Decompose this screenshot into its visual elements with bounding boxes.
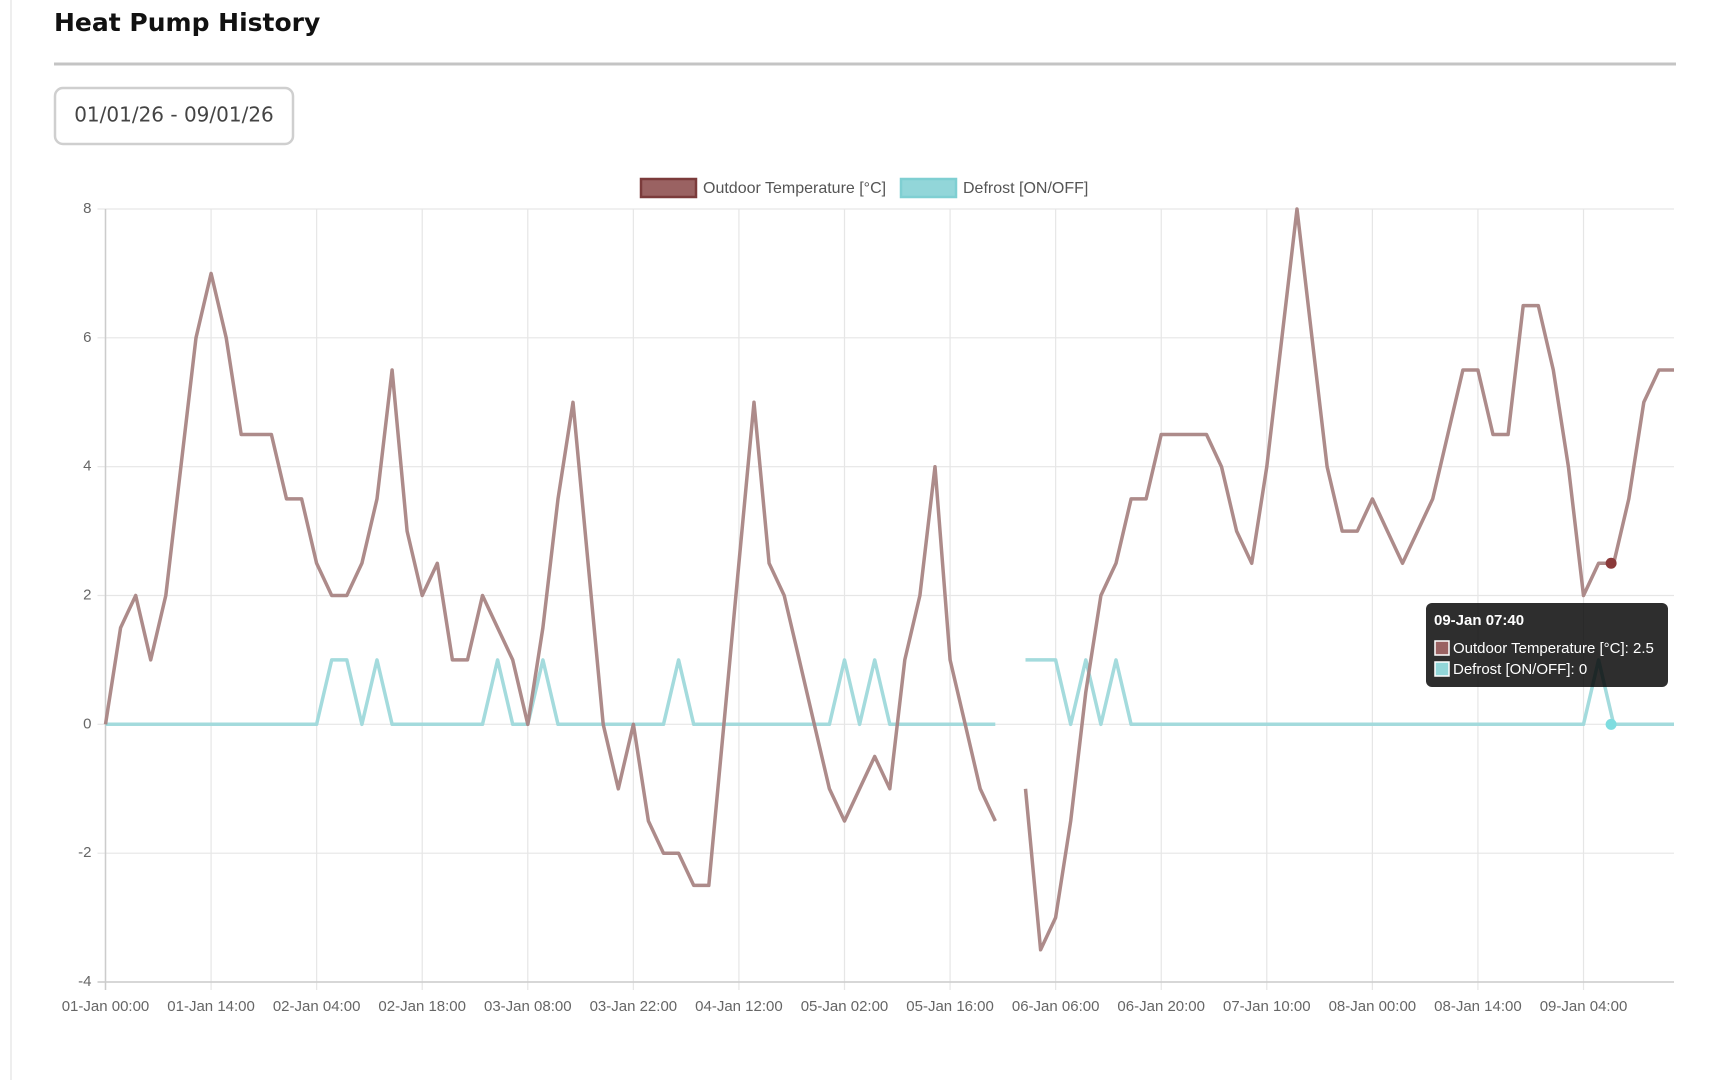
legend-label[interactable]: Outdoor Temperature [°C] <box>703 180 886 197</box>
x-tick-label: 03-Jan 22:00 <box>590 998 678 1015</box>
x-tick-label: 06-Jan 06:00 <box>1012 998 1100 1015</box>
y-tick-label: 4 <box>83 458 91 475</box>
date-range-input[interactable] <box>53 86 295 146</box>
y-tick-label: -2 <box>78 844 91 861</box>
chart: -4 -2 0 2 4 6 8 01-Jan 00:00 01-Jan 14:00 02-Jan … <box>62 177 1674 1015</box>
x-tick-label: 03-Jan 08:00 <box>484 998 572 1015</box>
y-tick-label: 0 <box>83 715 91 732</box>
series-line <box>105 658 1674 727</box>
tooltip-swatch <box>1434 640 1450 656</box>
x-tick-label: 07-Jan 10:00 <box>1223 998 1311 1015</box>
x-tick-label: 09-Jan 04:00 <box>1540 998 1628 1015</box>
legend-label[interactable]: Defrost [ON/OFF] <box>963 180 1088 197</box>
series-line <box>103 207 1674 952</box>
tooltip-box <box>1426 603 1668 687</box>
x-tick-label: 04-Jan 12:00 <box>695 998 783 1015</box>
tooltip-title: 09-Jan 07:40 <box>1434 612 1524 629</box>
x-tick-label: 01-Jan 14:00 <box>167 998 255 1015</box>
tooltip-point <box>1605 718 1617 730</box>
tooltip-item: Defrost [ON/OFF]: 0 <box>1453 661 1587 678</box>
x-tick-label: 05-Jan 16:00 <box>906 998 994 1015</box>
tooltip-swatch <box>1434 661 1450 677</box>
tooltip-item: Outdoor Temperature [°C]: 2.5 <box>1453 640 1654 657</box>
x-tick-label: 02-Jan 04:00 <box>273 998 361 1015</box>
x-tick-label: 06-Jan 20:00 <box>1117 998 1205 1015</box>
x-tick-label: 08-Jan 14:00 <box>1434 998 1522 1015</box>
legend-swatch[interactable] <box>899 177 958 199</box>
date-range-text[interactable]: 01/01/26 - 09/01/26 <box>74 103 274 127</box>
y-tick-label: -4 <box>78 973 91 990</box>
x-tick-label: 01-Jan 00:00 <box>62 998 150 1015</box>
tooltip-point <box>1605 557 1617 569</box>
y-tick-label: 6 <box>83 329 91 346</box>
x-tick-label: 02-Jan 18:00 <box>378 998 466 1015</box>
legend-swatch[interactable] <box>639 177 698 199</box>
y-tick-label: 2 <box>83 586 91 603</box>
x-tick-label: 08-Jan 00:00 <box>1329 998 1417 1015</box>
x-tick-label: 05-Jan 02:00 <box>801 998 889 1015</box>
y-tick-label: 8 <box>83 200 91 217</box>
page-title: Heat Pump History <box>54 8 320 37</box>
